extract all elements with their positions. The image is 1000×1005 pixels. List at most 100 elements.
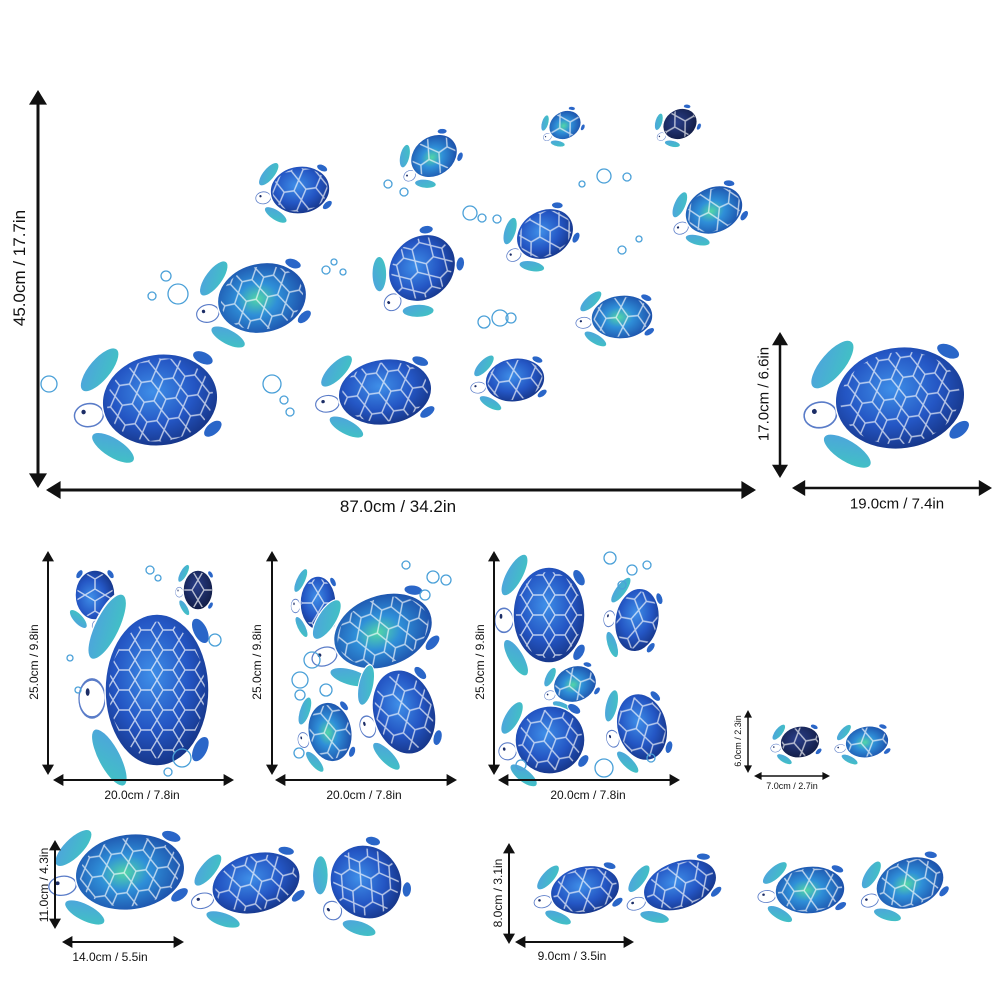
double-arrow-icon	[49, 840, 61, 929]
bubble-icon	[642, 560, 652, 570]
sea-turtle-icon	[766, 715, 825, 770]
bubble-icon	[160, 270, 172, 282]
bubble-icon	[383, 179, 393, 189]
bubble-icon	[339, 268, 347, 276]
bubble-icon	[440, 574, 452, 586]
bubble-icon	[279, 395, 289, 405]
double-arrow-icon	[772, 332, 788, 478]
sea-turtle-icon	[308, 338, 441, 449]
bubble-layer	[40, 168, 656, 778]
bubble-icon	[505, 312, 517, 324]
bubble-icon	[167, 283, 189, 305]
row-right-width-label: 9.0cm / 3.5in	[537, 949, 607, 963]
bubble-icon	[208, 633, 222, 647]
double-arrow-icon	[62, 936, 184, 948]
bubble-icon	[147, 291, 157, 301]
sea-turtle-icon	[532, 98, 591, 156]
main-width-label: 87.0cm / 34.2in	[339, 497, 457, 516]
double-arrow-icon	[498, 774, 680, 786]
sheet1-height-label: 25.0cm / 9.8in	[27, 624, 41, 700]
sea-turtle-icon	[848, 836, 957, 935]
dimension-arrow-layer	[29, 90, 992, 948]
bubble-icon	[594, 758, 614, 778]
bubble-icon	[477, 213, 487, 223]
sheet2-width-label: 20.0cm / 7.8in	[326, 788, 402, 802]
sea-turtle-icon	[352, 209, 480, 338]
bubble-icon	[401, 560, 411, 570]
double-arrow-icon	[42, 551, 54, 775]
bubble-icon	[154, 574, 162, 582]
bubble-icon	[617, 245, 627, 255]
bubble-icon	[66, 654, 74, 662]
row-left-width-label: 14.0cm / 5.5in	[72, 950, 148, 964]
turtle-layer	[40, 95, 979, 957]
sea-turtle-icon	[289, 685, 361, 780]
single-width-label: 19.0cm / 7.4in	[849, 495, 945, 513]
tiny-height-label: 6.0cm / 2.3in	[733, 715, 743, 767]
sea-turtle-icon	[488, 188, 590, 287]
bubble-icon	[515, 759, 527, 771]
bubble-icon	[172, 748, 192, 768]
bubble-icon	[622, 172, 632, 182]
sea-turtle-icon	[179, 829, 314, 942]
bubble-icon	[163, 767, 173, 777]
sea-turtle-icon	[386, 117, 472, 201]
double-arrow-icon	[29, 90, 47, 488]
bubble-icon	[635, 235, 643, 243]
sea-turtle-icon	[494, 546, 588, 684]
double-arrow-icon	[275, 774, 457, 786]
bubble-icon	[399, 187, 409, 197]
sea-turtle-icon	[250, 151, 337, 231]
bubble-icon	[603, 551, 617, 565]
bubble-icon	[462, 205, 478, 221]
single-height-label: 17.0cm / 6.6in	[755, 346, 773, 442]
double-arrow-icon	[266, 551, 278, 775]
sea-turtle-icon	[465, 344, 551, 418]
bubble-icon	[626, 564, 638, 576]
sea-turtle-icon	[792, 316, 979, 484]
sheet2-height-label: 25.0cm / 9.8in	[250, 624, 264, 700]
bubble-icon	[303, 651, 321, 669]
bubble-icon	[40, 375, 58, 393]
sea-turtle-icon	[291, 816, 428, 957]
bubble-icon	[74, 686, 82, 694]
double-arrow-icon	[503, 843, 515, 944]
sea-turtle-icon	[592, 673, 681, 784]
sea-turtle-icon	[830, 715, 894, 771]
sea-turtle-icon	[645, 95, 708, 157]
sea-turtle-icon	[40, 809, 196, 938]
double-arrow-icon	[754, 772, 830, 780]
sheet1-width-label: 20.0cm / 7.8in	[104, 788, 180, 802]
bubble-icon	[646, 753, 656, 763]
double-arrow-icon	[488, 551, 500, 775]
main-height-label: 45.0cm / 17.7in	[10, 209, 29, 327]
bubble-icon	[293, 747, 305, 759]
sea-turtle-icon	[754, 852, 850, 929]
sea-turtle-icon	[342, 644, 452, 784]
sea-turtle-icon	[64, 326, 230, 477]
sea-turtle-icon	[175, 561, 215, 619]
bubble-icon	[491, 309, 509, 327]
tiny-width-label: 7.0cm / 2.7in	[766, 781, 818, 791]
bubble-icon	[426, 570, 440, 584]
sea-turtle-icon	[534, 651, 606, 720]
sea-turtle-icon	[596, 569, 669, 669]
bubble-icon	[294, 689, 306, 701]
double-arrow-icon	[792, 480, 992, 496]
bubble-icon	[419, 589, 431, 601]
sea-turtle-icon	[572, 282, 658, 353]
double-arrow-icon	[515, 936, 634, 948]
sea-turtle-icon	[77, 580, 213, 799]
bubble-icon	[330, 258, 338, 266]
bubble-icon	[319, 683, 333, 697]
sea-turtle-icon	[185, 239, 319, 361]
bubble-icon	[321, 265, 331, 275]
bubble-icon	[262, 374, 282, 394]
bubble-icon	[596, 168, 612, 184]
bubble-icon	[477, 315, 491, 329]
sea-turtle-icon	[526, 848, 629, 935]
double-arrow-icon	[53, 774, 234, 786]
bubble-icon	[285, 407, 295, 417]
